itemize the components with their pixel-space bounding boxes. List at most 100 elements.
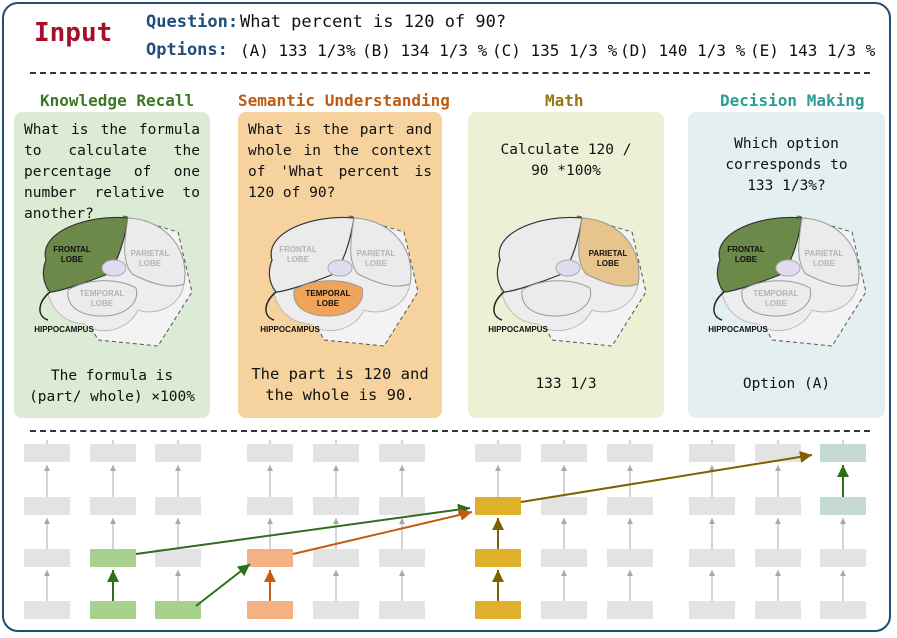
parietal-label: LOBE (813, 259, 836, 268)
layer-block (24, 601, 70, 619)
parietal-label: PARIETAL (805, 249, 844, 258)
parietal-label: LOBE (365, 259, 388, 268)
layer-block (689, 549, 735, 567)
layer-block (247, 497, 293, 515)
active-layer-block (247, 601, 293, 619)
brain-svg: FRONTALLOBEPARIETALLOBETEMPORALLOBEHIPPO… (260, 215, 419, 347)
parietal-label: PARIETAL (357, 249, 396, 258)
frontal-label: LOBE (61, 255, 84, 264)
layer-block (820, 601, 866, 619)
brain-illustration: FRONTAL LOBE PARIETAL LOBE TEMPORAL LOBE HIPPO… (28, 212, 196, 352)
layer-block (820, 549, 866, 567)
parietal-label: LOBE (597, 259, 620, 268)
frontal-label: FRONTAL (279, 245, 317, 254)
parietal-label: LOBE (139, 259, 162, 268)
option-a: (A) 133 1/3% (240, 41, 356, 60)
temporal-label: LOBE (317, 299, 340, 308)
layer-block (755, 601, 801, 619)
active-layer-block (90, 549, 136, 567)
temporal-lobe (67, 280, 138, 317)
flow-arrow-green (195, 563, 251, 607)
layer-block (24, 444, 70, 462)
active-layer-block (475, 549, 521, 567)
layer-block (689, 444, 735, 462)
option-e: (E) 143 1/3 % (750, 41, 876, 60)
layer-block (379, 549, 425, 567)
options-label: Options: (146, 40, 228, 60)
hippocampus-label: HIPPOCAMPUS (708, 325, 768, 334)
option-d: (D) 140 1/3 % (620, 41, 746, 60)
divider-top (30, 72, 870, 74)
hippocampus-label: HIPPOCAMPUS (34, 325, 94, 334)
divider-bottom (30, 430, 870, 432)
hippocampus-curve (713, 291, 725, 321)
active-layer-block (820, 444, 866, 462)
temporal-lobe (521, 280, 592, 317)
hippocampus-label: HIPPOCAMPUS (488, 325, 548, 334)
brainstem (101, 259, 127, 277)
option-b: (B) 134 1/3 % (362, 41, 488, 60)
layer-block (379, 601, 425, 619)
temporal-label: TEMPORAL (754, 289, 799, 298)
stage-title-decision: Decision Making (720, 91, 865, 110)
layer-block (755, 444, 801, 462)
parietal-lobe (350, 217, 412, 287)
layer-block (379, 444, 425, 462)
layer-block (24, 497, 70, 515)
layer-block (313, 497, 359, 515)
layer-block (90, 497, 136, 515)
active-layer-block (90, 601, 136, 619)
stage-title-semantic: Semantic Understanding (238, 91, 450, 110)
parietal-lobe (578, 217, 640, 287)
brain-illustration: FRONTAL LOBE PARIETAL LOBE TEMPORAL LOBE HIPPO… (702, 212, 870, 352)
layer-block (379, 497, 425, 515)
hippocampus-label: HIPPOCAMPUS (260, 325, 320, 334)
layer-block (475, 444, 521, 462)
hippocampus-curve (493, 291, 505, 321)
brain-svg: FRONTALLOBEPARIETALLOBETEMPORALLOBEHIPPO… (708, 215, 867, 347)
card-semantic: What is the part and whole in the contex… (238, 112, 442, 418)
card-answer: 133 1/3 (535, 376, 597, 392)
card-answer: Option (A) (742, 376, 831, 392)
card-question: What is the part and whole in the contex… (248, 122, 432, 201)
temporal-lobe (741, 280, 812, 317)
layer-block (90, 444, 136, 462)
layer-block (607, 601, 653, 619)
stage-title-knowledge: Knowledge Recall (40, 91, 195, 110)
layer-block (313, 601, 359, 619)
frontal-label: FRONTAL (53, 245, 91, 254)
layer-block (689, 497, 735, 515)
option-c: (C) 135 1/3 % (492, 41, 618, 60)
temporal-label: LOBE (91, 299, 114, 308)
brain-illustration: PARIETAL LOBE HIPPOCAMPUS (482, 212, 650, 352)
hippocampus-curve (265, 291, 277, 321)
layer-block (755, 497, 801, 515)
hippocampus-curve (39, 291, 51, 321)
layer-block (541, 601, 587, 619)
parietal-label: PARIETAL (589, 249, 628, 258)
brainstem (327, 259, 353, 277)
parietal-lobe (798, 217, 860, 287)
layer-block (24, 549, 70, 567)
question-text: What percent is 120 of 90? (240, 12, 507, 32)
brainstem (775, 259, 801, 277)
frontal-label: LOBE (287, 255, 310, 264)
layer-block (755, 549, 801, 567)
card-answer: The formula is (part/ whole) ×100% (29, 368, 195, 405)
active-layer-block (475, 497, 521, 515)
active-layer-block (155, 601, 201, 619)
layer-block (155, 497, 201, 515)
flow-arrow-orange (292, 508, 473, 555)
active-layer-block (820, 497, 866, 515)
temporal-label: TEMPORAL (306, 289, 351, 298)
stage-title-math: Math (545, 91, 584, 110)
layer-block (541, 444, 587, 462)
layer-block (155, 444, 201, 462)
layer-block (689, 601, 735, 619)
layer-block (607, 444, 653, 462)
layer-block (607, 549, 653, 567)
question-label: Question: (146, 12, 239, 32)
frontal-label: LOBE (735, 255, 758, 264)
active-layer-block (475, 601, 521, 619)
